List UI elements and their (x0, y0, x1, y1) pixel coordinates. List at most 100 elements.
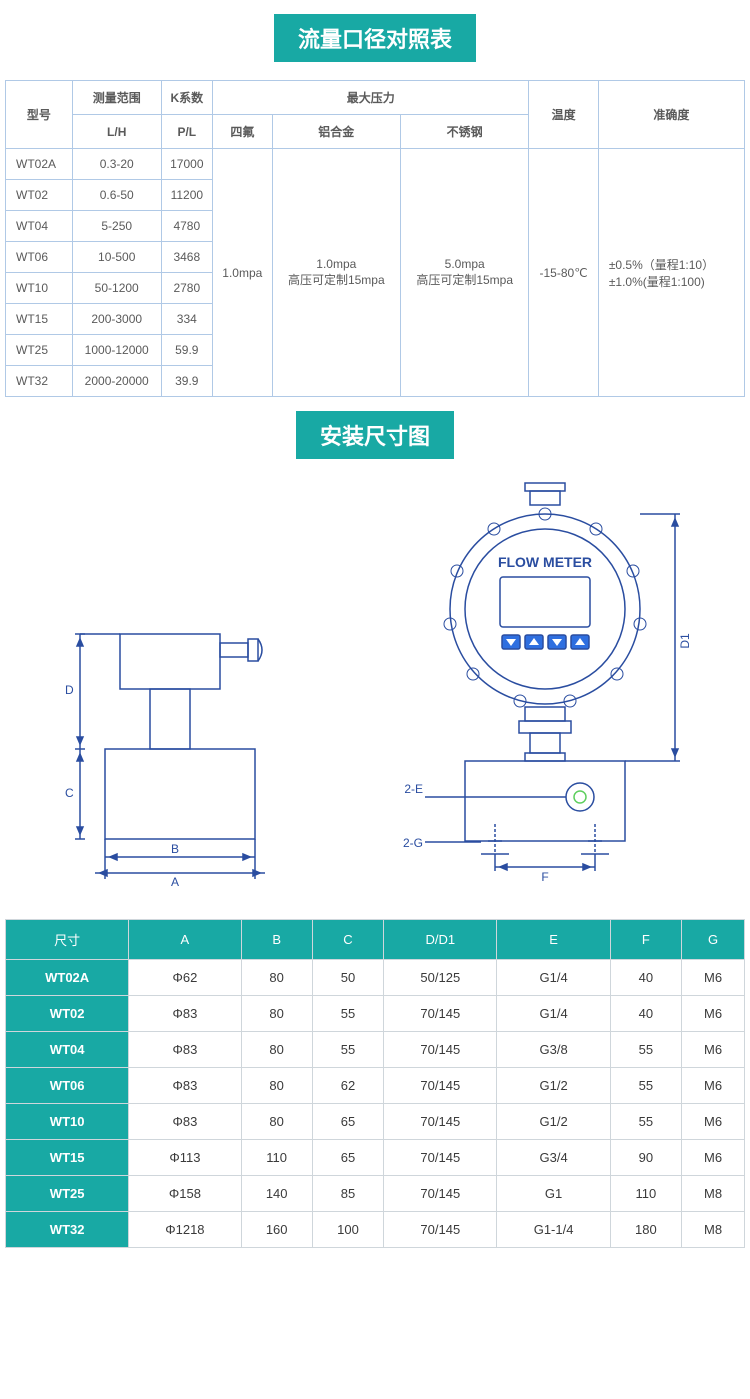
cell-model: WT25 (6, 335, 73, 366)
cell-model: WT32 (6, 366, 73, 397)
cell-range: 1000-12000 (72, 335, 161, 366)
cell-value: M8 (682, 1176, 745, 1212)
cell-range: 5-250 (72, 211, 161, 242)
left-view: C D B A (65, 634, 265, 889)
cell-value: G1-1/4 (497, 1212, 610, 1248)
cell-value: 55 (312, 1032, 383, 1068)
th-k-unit: P/L (161, 115, 212, 149)
cell-merged: -15-80℃ (529, 149, 598, 397)
th-dim: 尺寸 (6, 920, 129, 960)
cell-k: 2780 (161, 273, 212, 304)
cell-value: G1/4 (497, 996, 610, 1032)
cell-model: WT06 (6, 1068, 129, 1104)
cell-value: 55 (312, 996, 383, 1032)
cell-value: G1/2 (497, 1068, 610, 1104)
cell-model: WT25 (6, 1176, 129, 1212)
cell-value: M6 (682, 1140, 745, 1176)
cell-model: WT02A (6, 149, 73, 180)
cell-merged: 1.0mpa高压可定制15mpa (272, 149, 400, 397)
cell-value: 40 (610, 996, 681, 1032)
cell-k: 17000 (161, 149, 212, 180)
cell-value: 110 (241, 1140, 312, 1176)
th-acc: 准确度 (598, 81, 744, 149)
dim-A: A (171, 875, 179, 889)
cell-model: WT02 (6, 180, 73, 211)
cell-value: 90 (610, 1140, 681, 1176)
th-ss: 不锈钢 (400, 115, 528, 149)
cell-value: 70/145 (384, 1140, 497, 1176)
cell-value: Φ113 (129, 1140, 241, 1176)
cell-model: WT10 (6, 273, 73, 304)
cell-k: 39.9 (161, 366, 212, 397)
cell-value: 70/145 (384, 1212, 497, 1248)
cell-value: M6 (682, 996, 745, 1032)
cell-value: M6 (682, 1032, 745, 1068)
cell-value: Φ83 (129, 996, 241, 1032)
cell-value: M6 (682, 960, 745, 996)
cell-value: 85 (312, 1176, 383, 1212)
cell-value: Φ62 (129, 960, 241, 996)
th-dim: C (312, 920, 383, 960)
th-dim: F (610, 920, 681, 960)
cell-value: 55 (610, 1104, 681, 1140)
cell-model: WT02A (6, 960, 129, 996)
cell-value: Φ1218 (129, 1212, 241, 1248)
cell-value: 70/145 (384, 996, 497, 1032)
cell-value: M6 (682, 1068, 745, 1104)
dim-D1: D1 (678, 633, 692, 649)
cell-value: 160 (241, 1212, 312, 1248)
th-dim: D/D1 (384, 920, 497, 960)
cell-model: WT04 (6, 211, 73, 242)
th-model: 型号 (6, 81, 73, 149)
dim-C: C (65, 786, 74, 800)
cell-value: 80 (241, 996, 312, 1032)
cell-value: 65 (312, 1140, 383, 1176)
cell-value: 180 (610, 1212, 681, 1248)
cell-value: G1 (497, 1176, 610, 1212)
cell-range: 200-3000 (72, 304, 161, 335)
cell-range: 2000-20000 (72, 366, 161, 397)
cell-value: 110 (610, 1176, 681, 1212)
cell-value: G1/4 (497, 960, 610, 996)
cell-value: Φ83 (129, 1068, 241, 1104)
dimensions-table: 尺寸ABCD/D1EFG WT02AΦ62805050/125G1/440M6W… (5, 919, 745, 1248)
cell-value: 100 (312, 1212, 383, 1248)
installation-diagram: C D B A (0, 479, 750, 899)
cell-value: 80 (241, 1068, 312, 1104)
cell-model: WT15 (6, 1140, 129, 1176)
cell-model: WT02 (6, 996, 129, 1032)
cell-value: G3/4 (497, 1140, 610, 1176)
cell-value: 40 (610, 960, 681, 996)
th-temp: 温度 (529, 81, 598, 149)
cell-k: 334 (161, 304, 212, 335)
cell-value: Φ83 (129, 1104, 241, 1140)
th-range-unit: L/H (72, 115, 161, 149)
th-k: K系数 (161, 81, 212, 115)
th-al: 铝合金 (272, 115, 400, 149)
cell-value: M8 (682, 1212, 745, 1248)
cell-value: 80 (241, 960, 312, 996)
th-dim: A (129, 920, 241, 960)
cell-value: 55 (610, 1032, 681, 1068)
cell-k: 4780 (161, 211, 212, 242)
cell-value: G3/8 (497, 1032, 610, 1068)
cell-value: 80 (241, 1032, 312, 1068)
cell-model: WT06 (6, 242, 73, 273)
cell-value: M6 (682, 1104, 745, 1140)
cell-model: WT15 (6, 304, 73, 335)
dim-D: D (65, 683, 74, 697)
th-dim: E (497, 920, 610, 960)
spec-table-1: 型号 测量范围 K系数 最大压力 温度 准确度 L/H P/L 四氟 铝合金 不… (5, 80, 745, 397)
cell-range: 50-1200 (72, 273, 161, 304)
dim-2G: 2-G (403, 836, 423, 850)
th-ptfe: 四氟 (213, 115, 273, 149)
cell-model: WT10 (6, 1104, 129, 1140)
cell-value: 70/145 (384, 1068, 497, 1104)
flow-meter-label: FLOW METER (498, 554, 592, 570)
cell-value: 65 (312, 1104, 383, 1140)
cell-k: 59.9 (161, 335, 212, 366)
cell-merged: ±0.5%（量程1:10）±1.0%(量程1:100) (598, 149, 744, 397)
cell-value: 50 (312, 960, 383, 996)
cell-k: 3468 (161, 242, 212, 273)
th-range: 测量范围 (72, 81, 161, 115)
